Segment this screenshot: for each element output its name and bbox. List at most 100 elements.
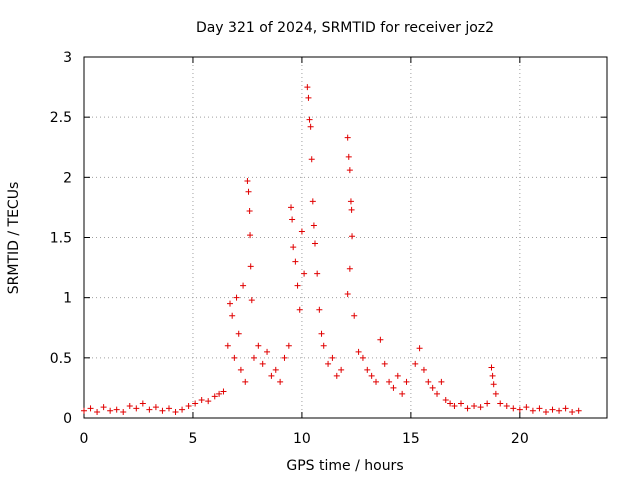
data-point xyxy=(471,402,478,409)
data-point xyxy=(229,312,236,319)
data-point xyxy=(477,404,484,411)
data-point xyxy=(120,408,127,415)
data-point xyxy=(311,240,318,247)
data-point xyxy=(318,330,325,337)
data-point xyxy=(231,354,238,361)
data-point xyxy=(289,216,296,223)
data-point xyxy=(492,390,499,397)
data-point xyxy=(345,153,352,160)
data-point xyxy=(296,306,303,313)
data-point xyxy=(488,364,495,371)
y-tick-label: 2.5 xyxy=(50,110,72,126)
data-point xyxy=(451,402,458,409)
y-tick-label: 0 xyxy=(63,411,72,427)
data-point xyxy=(192,400,199,407)
data-point xyxy=(255,342,262,349)
data-point xyxy=(272,366,279,373)
y-tick-label: 3 xyxy=(63,50,72,66)
data-point xyxy=(569,408,576,415)
data-point xyxy=(240,282,247,289)
data-point xyxy=(355,348,362,355)
data-point xyxy=(390,384,397,391)
x-tick-label: 10 xyxy=(293,431,311,447)
chart-title: Day 321 of 2024, SRMTID for receiver joz… xyxy=(196,20,494,36)
data-point xyxy=(416,345,423,352)
data-point xyxy=(373,378,380,385)
data-point xyxy=(244,177,251,184)
data-point xyxy=(247,263,254,270)
data-point xyxy=(329,354,336,361)
x-tick-label: 20 xyxy=(511,431,529,447)
data-point xyxy=(347,198,354,205)
data-point xyxy=(325,360,332,367)
data-point xyxy=(165,405,172,412)
data-point xyxy=(235,330,242,337)
y-axis-label: SRMTID / TECUs xyxy=(6,182,22,295)
data-point xyxy=(288,204,295,211)
data-point xyxy=(301,270,308,277)
data-point xyxy=(562,405,569,412)
data-point xyxy=(179,406,186,413)
y-tick-label: 1 xyxy=(63,291,72,307)
data-point xyxy=(386,378,393,385)
data-point xyxy=(159,407,166,414)
data-point xyxy=(250,354,257,361)
y-tick-label: 2 xyxy=(63,170,72,186)
data-point xyxy=(259,360,266,367)
data-point xyxy=(304,84,311,91)
y-tick-label: 0.5 xyxy=(50,351,72,367)
data-point xyxy=(368,372,375,379)
data-point xyxy=(242,378,249,385)
data-point xyxy=(306,116,313,123)
data-point xyxy=(185,402,192,409)
data-point xyxy=(348,206,355,213)
y-tick-label: 1.5 xyxy=(50,231,72,247)
data-point xyxy=(489,372,496,379)
grid xyxy=(84,57,607,418)
data-point xyxy=(556,407,563,414)
data-point xyxy=(245,188,252,195)
data-point xyxy=(523,404,530,411)
data-point xyxy=(211,393,218,400)
data-point xyxy=(216,390,223,397)
data-point xyxy=(320,342,327,349)
data-point xyxy=(246,208,253,215)
data-point xyxy=(510,405,517,412)
data-point xyxy=(403,378,410,385)
data-point xyxy=(100,404,107,411)
x-tick-label: 5 xyxy=(188,431,197,447)
data-point xyxy=(172,408,179,415)
data-point xyxy=(344,291,351,298)
axis-ticks: 0 5 10 15 20 0 0.5 1 1.5 2 2.5 3 xyxy=(50,50,607,447)
data-point xyxy=(349,233,356,240)
data-point xyxy=(364,366,371,373)
data-point xyxy=(126,402,133,409)
data-point xyxy=(237,366,244,373)
data-point xyxy=(447,400,454,407)
data-point xyxy=(81,407,87,414)
data-point xyxy=(285,342,292,349)
data-point xyxy=(394,372,401,379)
x-tick-label: 15 xyxy=(402,431,420,447)
data-point xyxy=(224,342,231,349)
data-point xyxy=(308,156,315,163)
data-point xyxy=(87,405,94,412)
data-point xyxy=(346,167,353,174)
data-point xyxy=(575,407,582,414)
x-tick-label: 0 xyxy=(80,431,89,447)
x-axis-label: GPS time / hours xyxy=(286,458,403,474)
data-point xyxy=(429,384,436,391)
data-point xyxy=(359,354,366,361)
data-point xyxy=(457,400,464,407)
data-point xyxy=(434,390,441,397)
data-point xyxy=(139,400,146,407)
data-point xyxy=(344,134,351,141)
data-points xyxy=(81,84,582,415)
data-point xyxy=(205,398,212,405)
data-point xyxy=(490,381,497,388)
data-point xyxy=(233,294,240,301)
data-point xyxy=(314,270,321,277)
data-point xyxy=(338,366,345,373)
data-point xyxy=(220,388,227,395)
data-point xyxy=(292,258,299,265)
